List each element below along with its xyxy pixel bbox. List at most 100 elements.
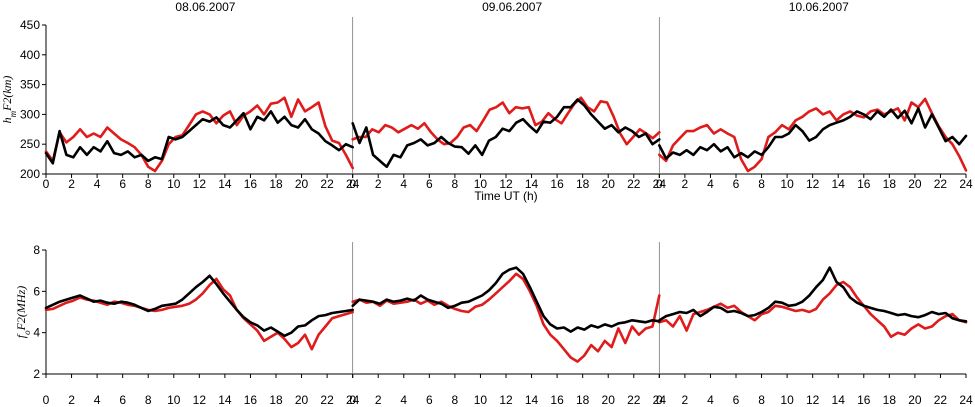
x-tick-label: 14 [525,393,539,407]
day-label: 08.06.2007 [175,0,235,14]
x-tick-label: 16 [244,393,258,407]
y-tick-label: 6 [33,284,40,298]
x-tick-label: 20 [908,177,922,191]
y-tick-label: 400 [20,48,40,62]
red-series-line-day-1 [44,277,355,351]
x-tick-label: 0 [656,177,663,191]
y-tick-label: 450 [20,18,40,32]
x-tick-label: 8 [758,393,765,407]
x-tick-label: 18 [269,393,283,407]
x-tick-label: 24 [346,393,360,407]
x-tick-label: 24 [653,393,667,407]
x-tick-label: 2 [68,393,75,407]
x-tick-label: 18 [576,177,590,191]
x-tick-label: 24 [346,177,360,191]
day-label: 09.06.2007 [482,0,542,14]
y-axis-title-sub: o [22,330,32,335]
x-tick-label: 2 [375,393,382,407]
x-tick-label: 16 [550,393,564,407]
x-tick-label: 6 [119,177,126,191]
x-tick-label: 18 [883,177,897,191]
x-tick-label: 12 [806,393,820,407]
x-tick-label: 6 [733,177,740,191]
y-axis-title-rest: F2(km) [0,76,14,112]
y-axis-title-rest: F2(MHz) [14,286,28,332]
x-tick-label: 2 [375,177,382,191]
x-tick-label: 22 [934,393,948,407]
x-tick-label: 16 [857,177,871,191]
x-tick-label: 22 [320,393,334,407]
x-tick-label: 6 [426,393,433,407]
y-axis-title: hmF2(km) [0,76,18,124]
x-tick-label: 14 [832,393,846,407]
y-axis-title-main: h [0,117,14,123]
x-tick-label: 12 [193,393,207,407]
x-axis-title: Time UT (h) [474,405,537,407]
x-tick-label: 6 [426,177,433,191]
x-tick-label: 22 [627,393,641,407]
x-tick-label: 24 [959,393,973,407]
x-tick-label: 2 [682,177,689,191]
x-tick-label: 0 [349,177,356,191]
day-label: 10.06.2007 [789,0,849,14]
x-tick-label: 12 [806,177,820,191]
x-tick-label: 0 [349,393,356,407]
red-series-line-day-2 [351,96,661,146]
x-tick-label: 20 [602,177,616,191]
x-tick-label: 18 [269,177,283,191]
y-tick-label: 250 [20,137,40,151]
y-tick-label: 200 [20,167,40,181]
x-tick-label: 22 [627,177,641,191]
x-tick-label: 4 [400,393,407,407]
x-tick-label: 8 [145,177,152,191]
x-axis-title: Time UT (h) [474,189,537,203]
black-series-line-day-3 [657,107,968,160]
red-series-line-day-3 [657,97,968,173]
black-series-line-day-1 [44,274,355,338]
x-tick-label: 4 [94,177,101,191]
y-axis-title-sub: m [8,110,18,117]
y-tick-label: 2 [33,367,40,381]
x-tick-label: 14 [218,393,232,407]
red-series-line-day-1 [44,96,355,173]
x-tick-label: 10 [167,393,181,407]
x-tick-label: 0 [43,393,50,407]
x-tick-label: 24 [653,177,667,191]
x-tick-label: 20 [908,393,922,407]
x-tick-label: 16 [857,393,871,407]
x-tick-label: 8 [452,177,459,191]
red-series-line-day-2 [351,272,661,363]
x-tick-label: 4 [707,177,714,191]
panel-1: hmF2(km) [0,17,968,178]
x-tick-label: 10 [474,393,488,407]
x-tick-label: 10 [474,177,488,191]
x-tick-label: 10 [780,177,794,191]
x-tick-label: 18 [576,393,590,407]
y-tick-label: 350 [20,78,40,92]
x-tick-label: 12 [193,177,207,191]
x-tick-label: 18 [883,393,897,407]
x-tick-label: 14 [832,177,846,191]
x-tick-label: 14 [525,177,539,191]
y-axis-title-main: f [14,333,28,338]
x-tick-label: 4 [94,393,101,407]
x-tick-label: 16 [550,177,564,191]
x-tick-label: 4 [400,177,407,191]
x-tick-label: 20 [602,393,616,407]
x-tick-label: 20 [295,177,309,191]
y-tick-label: 8 [33,243,40,257]
x-tick-label: 12 [499,177,513,191]
x-tick-label: 24 [959,177,973,191]
x-tick-label: 20 [295,393,309,407]
x-tick-label: 22 [320,177,334,191]
y-tick-label: 300 [20,107,40,121]
x-tick-label: 8 [145,393,152,407]
x-tick-label: 14 [218,177,232,191]
x-tick-label: 12 [499,393,513,407]
x-tick-label: 16 [244,177,258,191]
x-tick-label: 6 [119,393,126,407]
x-tick-label: 0 [43,177,50,191]
x-tick-label: 8 [452,393,459,407]
x-tick-label: 10 [167,177,181,191]
